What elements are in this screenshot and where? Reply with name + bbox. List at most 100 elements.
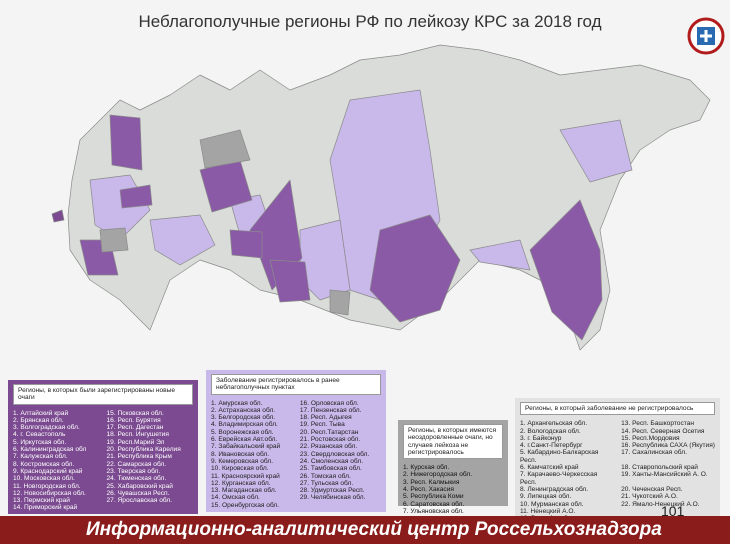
legend-item: 14. Респ. Северная Осетия	[621, 427, 705, 435]
legend-item: 17. Сахалинская обл.	[621, 449, 687, 457]
legend-item: 25. Хабаровский край	[106, 482, 173, 490]
legend-group-title: Регионы, в который заболевание не регист…	[520, 402, 715, 416]
legend-item: 13. Магаданская обл.	[211, 487, 277, 495]
legend-item: 11. Новгородская обл.	[13, 482, 81, 490]
page-number: 101	[661, 503, 685, 519]
legend-item: 11. Ненецкий А.О.	[520, 507, 576, 515]
legend-item: 3. Белгородская обл.	[211, 414, 276, 422]
legend-item: 4. г. Севастополь	[13, 431, 66, 439]
legend-item: 5. Воронежская обл.	[211, 428, 274, 436]
legend-item: 20. Чеченская Респ.	[621, 485, 683, 493]
legend-item: 29. Челябинская обл.	[299, 494, 366, 502]
legend-item: 27. Ярославская обл.	[106, 497, 173, 505]
legend-item: 18. Респ. Ингушетия	[106, 431, 169, 439]
legend-item: 13. Респ. Башкортостан	[621, 420, 695, 428]
legend-item: 9. Липецкая обл.	[520, 493, 572, 501]
legend-item: 15. Псковская обл.	[106, 409, 164, 417]
legend-item: 3. Волгоградская обл.	[13, 424, 80, 432]
legend-item: 7. Калужская обл.	[13, 453, 68, 461]
region-gray	[199, 129, 251, 169]
legend-item: 3. Респ. Калмыкия	[403, 478, 460, 486]
legend-group: Заболевание регистрировалось в ранее неб…	[206, 370, 386, 512]
legend-item: 6. Еврейская Авт.обл.	[211, 436, 278, 444]
legend-item: 21. Республика Крым	[106, 453, 172, 461]
legend-item: 15. Респ.Мордовия	[621, 434, 680, 442]
legend-item: 15. Оренбургская обл.	[211, 501, 280, 509]
legend-item: 26. Чувашская Респ.	[106, 489, 170, 497]
legend-item: 8. Костромская обл.	[13, 460, 75, 468]
legend-item: 12. Курганская обл.	[211, 479, 271, 487]
legend-item: 18. Респ. Адыгея	[299, 414, 352, 422]
region-light	[149, 214, 216, 266]
legend-item: 22. Ямало-Ненецкий А.О.	[621, 500, 700, 508]
legend-item: 10. Кировская обл.	[211, 465, 269, 473]
region-dark	[109, 114, 143, 171]
region-dark	[119, 184, 153, 209]
legend-item: 14. Приморский край	[13, 504, 78, 512]
legend-item: 4. Респ. Хакасия	[403, 486, 454, 494]
region-gray	[329, 289, 351, 316]
legend-group: Регионы, в которых были зарегистрированы…	[8, 380, 198, 514]
legend-item: 4. Владимирская обл.	[211, 421, 278, 429]
legend-group-title: Регионы, в которых имеются неоздоровленн…	[403, 424, 503, 460]
legend-group: Регионы, в которых имеются неоздоровленн…	[398, 420, 508, 515]
legend-items: 1. Амурская обл. 2. Астраханская обл. 3. Б…	[211, 400, 381, 509]
legend-item: 1. Курская обл.	[403, 464, 450, 472]
legend-item: 21. Чукотский А.О.	[621, 493, 678, 501]
legend-item: 5. Иркутская обл.	[13, 438, 67, 446]
region-dark	[269, 259, 311, 303]
legend-item: 19. Респ. Тыва	[299, 421, 345, 429]
legend-item: 1. Алтайский край	[13, 409, 69, 417]
legend-item: 10. Московская обл.	[13, 475, 75, 483]
legend-group-title: Заболевание регистрировалось в ранее неб…	[211, 374, 381, 395]
legend-item: 9. Краснодарский край	[13, 467, 83, 475]
legend-item: 1. Архангельская обл.	[520, 420, 588, 428]
region-dark	[529, 199, 603, 341]
legend-item: 8. Ивановская обл.	[211, 450, 270, 458]
footer-band	[0, 516, 730, 544]
legend-item: 6. Камчатский край	[520, 464, 579, 472]
legend-item: 16. Республика САХА (Якутия)	[621, 442, 715, 450]
legend-item: 17. Респ. Дагестан	[106, 424, 164, 432]
legend-item: 24. Смоленская обл.	[299, 457, 364, 465]
legend-item: 12. Новосибирская обл.	[13, 489, 86, 497]
legend-item: 22. Рязанская обл.	[299, 443, 358, 451]
legend-item: 17. Пензенская обл.	[299, 406, 362, 414]
legend-item: 26. Томская обл.	[299, 472, 351, 480]
region-gray	[99, 227, 129, 253]
legend-item: 11. Красноярский край	[211, 472, 280, 480]
region-light	[559, 119, 633, 183]
legend-item: 24. Тюменская обл.	[106, 475, 167, 483]
legend-item: 4. г.Санкт-Петербург	[520, 442, 583, 450]
legend-item: 14. Омская обл.	[211, 494, 260, 502]
footer-text: Информационно-аналитический центр Россел…	[86, 519, 662, 540]
region-light	[469, 239, 531, 271]
legend-item: 2. Астраханская обл.	[211, 406, 276, 414]
legend-items: 1. Курская обл. 2. Нижегородская обл. 3. Р…	[403, 464, 503, 515]
legend-items: 1. Алтайский край 2. Брянская обл. 3. Волг…	[13, 410, 193, 512]
legend-item: 20. Респ.Татарстан	[299, 428, 359, 436]
legend-item: 2. Вологодская обл.	[520, 427, 581, 435]
legend-item: 5. Кабардино-Балкарская Респ.	[520, 449, 599, 464]
legend-item: 23. Свердловская обл.	[299, 450, 370, 458]
legend-item: 28. Удмуртская Респ.	[299, 487, 365, 495]
legend-item: 16. Респ. Бурятия	[106, 416, 161, 424]
legend-item: 8. Ленинградская обл.	[520, 485, 589, 493]
legend-item: 16. Орловская обл.	[299, 399, 359, 407]
legend-item: 5. Республика Коми	[403, 493, 464, 501]
legend-item: 3. г. Байконур	[520, 434, 562, 442]
legend-item: 19. Респ.Марий Эл	[106, 438, 165, 446]
legend-item: 20. Республика Карелия	[106, 446, 181, 454]
legend-item: 6. Саратовская обл.	[403, 500, 465, 508]
kaliningrad	[51, 209, 65, 223]
legend-item: 21. Ростовская обл.	[299, 436, 361, 444]
legend-item: 6. Калининградская обл	[13, 446, 87, 454]
legend-item: 7. Карачаево-Черкесская Респ.	[520, 471, 598, 486]
slide-title: Неблагополучные регионы РФ по лейкозу КР…	[138, 12, 602, 31]
map	[51, 17, 725, 351]
legend-item: 13. Пермский край	[13, 497, 70, 505]
legend-item: 27. Тульская обл.	[299, 479, 354, 487]
legend-item: 25. Тамбовская обл.	[299, 465, 362, 473]
legend-item: 23. Тверская обл.	[106, 467, 161, 475]
